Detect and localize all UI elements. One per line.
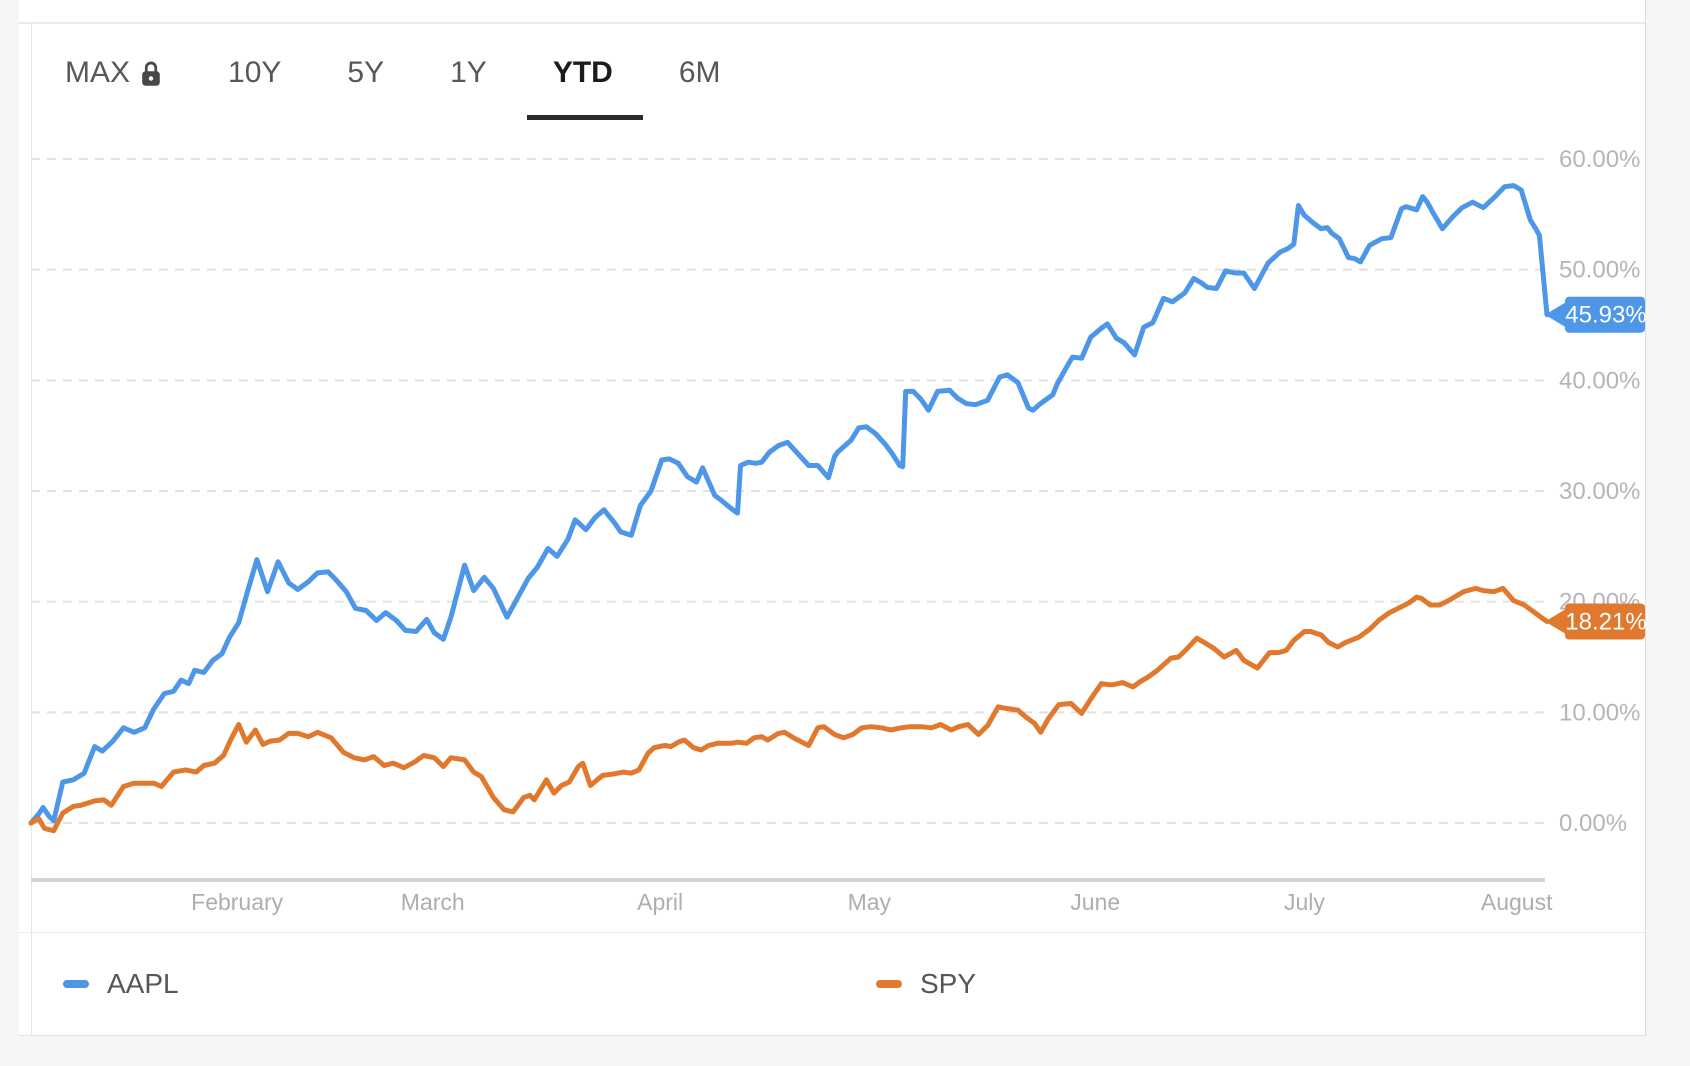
badge-shape — [1545, 603, 1645, 640]
legend-item-aapl[interactable]: AAPL — [19, 968, 832, 1000]
tab-max[interactable]: MAX — [65, 55, 162, 91]
x-axis-label: August — [1481, 889, 1553, 915]
spy-value-badge: 18.21% — [1545, 603, 1646, 640]
badge-shape — [1545, 296, 1645, 333]
performance-chart[interactable]: 60.00%50.00%40.00%30.00%20.00%10.00%0.00… — [19, 0, 1646, 1036]
plot-left-border — [31, 23, 32, 1035]
tab-10y-label: 10Y — [228, 56, 282, 89]
aapl-color-dash — [63, 980, 89, 988]
badge-label: 45.93% — [1565, 302, 1646, 329]
x-axis-label: July — [1284, 889, 1325, 915]
legend-label-spy: SPY — [920, 968, 977, 999]
y-axis-label: 40.00% — [1559, 367, 1640, 394]
tab-ytd-label: YTD — [552, 56, 613, 89]
spy-line[interactable] — [28, 585, 1550, 834]
spy-color-dash — [876, 980, 902, 988]
chart-area: 60.00% 50.00% 40.00% 30.00% 20.00% 10.00% 0.00… — [19, 0, 1646, 1036]
legend-item-spy[interactable]: SPY — [832, 968, 1645, 1000]
x-axis-label: March — [401, 889, 465, 915]
tab-max-label: MAX — [65, 56, 131, 89]
y-axis-label: 50.00% — [1559, 257, 1640, 284]
y-axis-label: 30.00% — [1559, 478, 1640, 505]
lock-icon — [142, 61, 160, 86]
chart-legend: AAPL SPY — [19, 932, 1645, 1035]
x-axis-labels: February March April May June July August — [191, 889, 1553, 915]
y-axis-label: 60.00% — [1559, 146, 1640, 173]
x-axis-label: February — [191, 889, 284, 915]
y-axis-label: 0.00% — [1559, 810, 1627, 837]
gridlines — [31, 157, 1545, 824]
x-axis-label: May — [848, 889, 892, 915]
tab-6m-label: 6M — [678, 56, 721, 89]
x-axis-label: June — [1070, 889, 1120, 915]
range-tabs: MAX 10Y 5Y 1Y YTD 6M — [19, 23, 1645, 120]
tab-10y[interactable]: 10Y — [228, 55, 281, 91]
tab-ytd[interactable]: YTD — [526, 55, 643, 120]
y-axis-label: 10.00% — [1559, 699, 1640, 726]
tab-1y[interactable]: 1Y — [450, 55, 487, 91]
aapl-value-badge: 45.93% — [1545, 296, 1646, 333]
aapl-line[interactable] — [28, 183, 1550, 826]
top-strip — [19, 0, 1645, 24]
tab-5y-label: 5Y — [347, 56, 385, 89]
legend-label-aapl: AAPL — [107, 968, 179, 999]
y-axis-labels: 60.00%50.00%40.00%30.00%20.00%10.00%0.00… — [1559, 146, 1640, 837]
main-panel: 60.00% 50.00% 40.00% 30.00% 20.00% 10.00% 0.00… — [19, 0, 1646, 1036]
x-axis-label: April — [637, 889, 683, 915]
tab-6m[interactable]: 6M — [679, 55, 721, 91]
tab-5y[interactable]: 5Y — [347, 55, 384, 91]
tab-1y-label: 1Y — [450, 56, 487, 89]
badge-label: 18.21% — [1565, 608, 1646, 635]
